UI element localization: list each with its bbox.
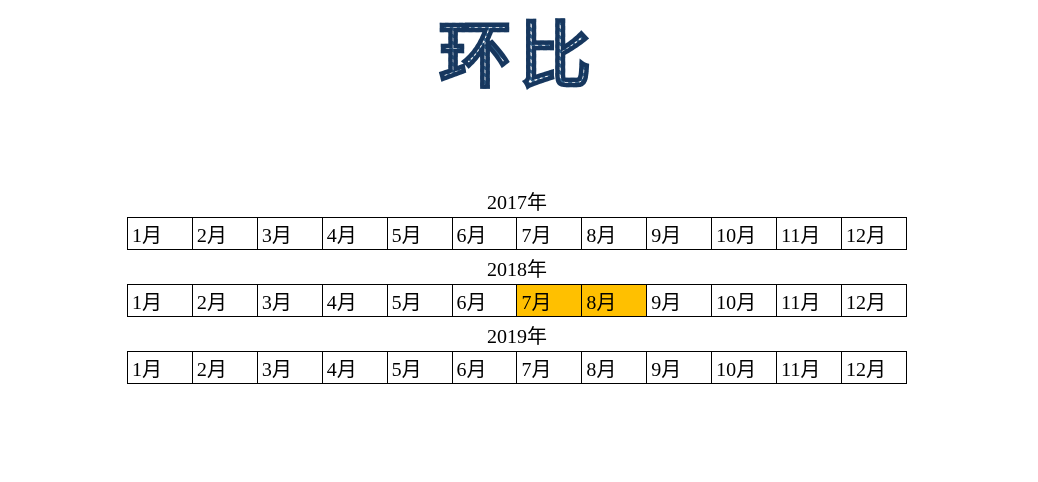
month-cell: 4月 xyxy=(321,217,388,250)
month-cell: 2月 xyxy=(191,217,258,250)
months-row: 1月 2月 3月 4月 5月 6月 7月 8月 9月 10月 11月 12月 xyxy=(127,217,908,250)
month-cell: 12月 xyxy=(840,351,908,384)
months-table: 1月 2月 3月 4月 5月 6月 7月 8月 9月 10月 11月 12月 xyxy=(127,217,908,250)
month-cell: 10月 xyxy=(711,217,778,250)
month-cell: 11月 xyxy=(776,284,842,317)
month-cell: 3月 xyxy=(256,217,323,250)
month-cell: 5月 xyxy=(386,217,453,250)
month-cell: 5月 xyxy=(386,284,453,317)
month-cell: 8月 xyxy=(581,217,648,250)
month-cell: 8月 xyxy=(581,284,648,317)
months-table: 1月 2月 3月 4月 5月 6月 7月 8月 9月 10月 11月 12月 xyxy=(127,284,908,317)
month-cell: 12月 xyxy=(840,217,908,250)
month-cell: 10月 xyxy=(711,284,778,317)
months-table: 1月 2月 3月 4月 5月 6月 7月 8月 9月 10月 11月 12月 xyxy=(127,351,908,384)
month-cell: 10月 xyxy=(711,351,778,384)
month-cell: 6月 xyxy=(451,217,518,250)
month-cell: 8月 xyxy=(581,351,648,384)
month-cell: 11月 xyxy=(776,351,842,384)
month-cell: 6月 xyxy=(451,284,518,317)
months-row: 1月 2月 3月 4月 5月 6月 7月 8月 9月 10月 11月 12月 xyxy=(127,351,908,384)
month-cell: 1月 xyxy=(127,217,193,250)
month-cell: 4月 xyxy=(321,284,388,317)
months-row: 1月 2月 3月 4月 5月 6月 7月 8月 9月 10月 11月 12月 xyxy=(127,284,908,317)
month-cell: 2月 xyxy=(191,351,258,384)
month-cell: 9月 xyxy=(646,217,713,250)
month-cell: 6月 xyxy=(451,351,518,384)
year-label: 2017年 xyxy=(487,192,547,214)
page-title: 环比 xyxy=(0,17,1038,94)
month-cell: 9月 xyxy=(646,284,713,317)
month-cell: 12月 xyxy=(840,284,908,317)
month-cell: 7月 xyxy=(516,284,583,317)
month-cell: 2月 xyxy=(191,284,258,317)
month-cell: 7月 xyxy=(516,217,583,250)
year-label: 2018年 xyxy=(487,259,547,281)
month-cell: 5月 xyxy=(386,351,453,384)
month-cell: 1月 xyxy=(127,351,193,384)
month-cell: 3月 xyxy=(256,284,323,317)
year-section-2019年: 2019年 1月 2月 3月 4月 5月 6月 7月 8月 9月 10月 11月 12月 xyxy=(127,326,908,384)
year-section-2018年: 2018年 1月 2月 3月 4月 5月 6月 7月 8月 9月 10月 11月 12月 xyxy=(127,259,908,317)
year-section-2017年: 2017年 1月 2月 3月 4月 5月 6月 7月 8月 9月 10月 11月 12月 xyxy=(127,192,908,250)
month-cell: 1月 xyxy=(127,284,193,317)
month-cell: 7月 xyxy=(516,351,583,384)
year-label: 2019年 xyxy=(487,326,547,348)
month-cell: 9月 xyxy=(646,351,713,384)
tables-area: 2017年 1月 2月 3月 4月 5月 6月 7月 8月 9月 10月 11月 12月 2018年 1月 2… xyxy=(127,192,908,384)
month-cell: 3月 xyxy=(256,351,323,384)
month-cell: 11月 xyxy=(776,217,842,250)
month-cell: 4月 xyxy=(321,351,388,384)
